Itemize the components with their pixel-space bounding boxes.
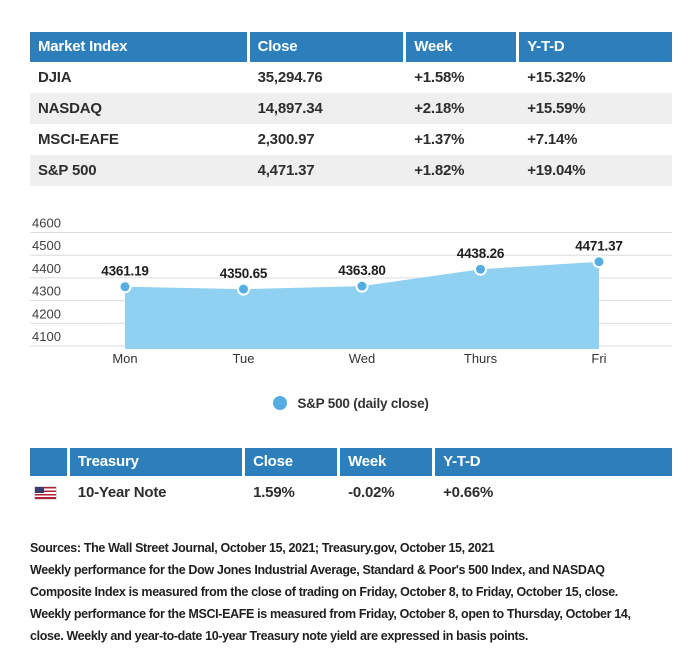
- svg-text:Mon: Mon: [112, 351, 137, 366]
- svg-text:4300: 4300: [32, 284, 61, 299]
- sources-text: Sources: The Wall Street Journal, Octobe…: [30, 541, 495, 555]
- cell-week: +1.82%: [414, 162, 465, 179]
- svg-text:4200: 4200: [32, 306, 61, 321]
- cell-treasury-name: 10-Year Note: [77, 484, 167, 501]
- table-row-sp500: S&P 500 4,471.37 +1.82% +19.04%: [30, 155, 672, 186]
- legend-label: S&P 500 (daily close): [297, 395, 429, 411]
- us-flag-icon: [35, 486, 56, 499]
- table-row-nasdaq: NASDAQ 14,897.34 +2.18% +15.59%: [30, 93, 672, 124]
- legend-dot-icon: [273, 396, 288, 410]
- cell-ytd: +7.14%: [527, 131, 578, 148]
- table-row-msci-eafe: MSCI-EAFE 2,300.97 +1.37% +7.14%: [30, 124, 672, 155]
- table-row-djia: DJIA 35,294.76 +1.58% +15.32%: [30, 62, 672, 93]
- note-line: Weekly performance for the Dow Jones Ind…: [30, 563, 605, 577]
- market-index-table: Market Index Close Week Y-T-D DJIA 35,29…: [30, 32, 672, 186]
- cell-index-name: S&P 500: [38, 162, 97, 179]
- treasury-header-row: Treasury Close Week Y-T-D: [30, 448, 672, 476]
- note-line: close. Weekly and year-to-date 10-year T…: [30, 629, 529, 643]
- cell-index-name: DJIA: [38, 69, 72, 86]
- cell-ytd: +15.32%: [527, 69, 586, 86]
- svg-text:Fri: Fri: [591, 351, 606, 366]
- svg-text:4438.26: 4438.26: [457, 246, 505, 261]
- svg-text:Thurs: Thurs: [464, 351, 498, 366]
- svg-text:4600: 4600: [32, 216, 61, 231]
- cell-ytd: +15.59%: [527, 100, 586, 117]
- treasury-table: Treasury Close Week Y-T-D 10-Year Note 1…: [30, 448, 672, 509]
- cell-week: -0.02%: [348, 484, 395, 501]
- svg-text:4500: 4500: [32, 238, 61, 253]
- cell-index-name: NASDAQ: [38, 100, 102, 117]
- header-market-index: Market Index: [30, 32, 250, 62]
- cell-flag: [30, 476, 70, 509]
- cell-index-name: MSCI-EAFE: [38, 131, 119, 148]
- svg-text:4350.65: 4350.65: [220, 266, 268, 281]
- cell-ytd: +19.04%: [527, 162, 586, 179]
- svg-text:Wed: Wed: [349, 351, 376, 366]
- header-week: Week: [340, 448, 436, 476]
- cell-close: 4,471.37: [257, 162, 315, 179]
- sp500-chart-section: 4600 4500 4400 4300 4200 4100 4361.19 4350.65 43…: [30, 200, 672, 375]
- cell-close: 14,897.34: [257, 100, 323, 117]
- header-flag-spacer: [30, 448, 70, 476]
- header-week: Week: [406, 32, 520, 62]
- note-line: Composite Index is measured from the clo…: [30, 585, 618, 599]
- cell-close: 2,300.97: [257, 131, 315, 148]
- cell-close: 1.59%: [253, 484, 295, 501]
- note-line: Weekly performance for the MSCI-EAFE is …: [30, 607, 631, 621]
- table-row-10-year-note: 10-Year Note 1.59% -0.02% +0.66%: [30, 476, 672, 509]
- svg-text:4471.37: 4471.37: [575, 239, 622, 254]
- cell-week: +1.37%: [414, 131, 465, 148]
- svg-text:Tue: Tue: [233, 351, 255, 366]
- header-ytd: Y-T-D: [435, 448, 672, 476]
- header-close: Close: [245, 448, 341, 476]
- sp500-area-chart: 4600 4500 4400 4300 4200 4100 4361.19 4350.65 43…: [30, 216, 672, 366]
- header-close: Close: [249, 32, 407, 62]
- footnotes: Sources: The Wall Street Journal, Octobe…: [30, 537, 674, 647]
- cell-close: 35,294.76: [257, 69, 323, 86]
- svg-text:4400: 4400: [32, 261, 61, 276]
- chart-legend: S&P 500 (daily close): [30, 393, 672, 413]
- svg-text:4361.19: 4361.19: [101, 264, 148, 279]
- cell-week: +1.58%: [414, 69, 465, 86]
- market-table-header-row: Market Index Close Week Y-T-D: [30, 32, 672, 62]
- cell-ytd: +0.66%: [443, 484, 494, 501]
- header-ytd: Y-T-D: [519, 32, 672, 62]
- svg-text:4363.80: 4363.80: [338, 263, 385, 278]
- header-treasury: Treasury: [69, 448, 246, 476]
- svg-text:4100: 4100: [32, 329, 61, 344]
- cell-week: +2.18%: [414, 100, 465, 117]
